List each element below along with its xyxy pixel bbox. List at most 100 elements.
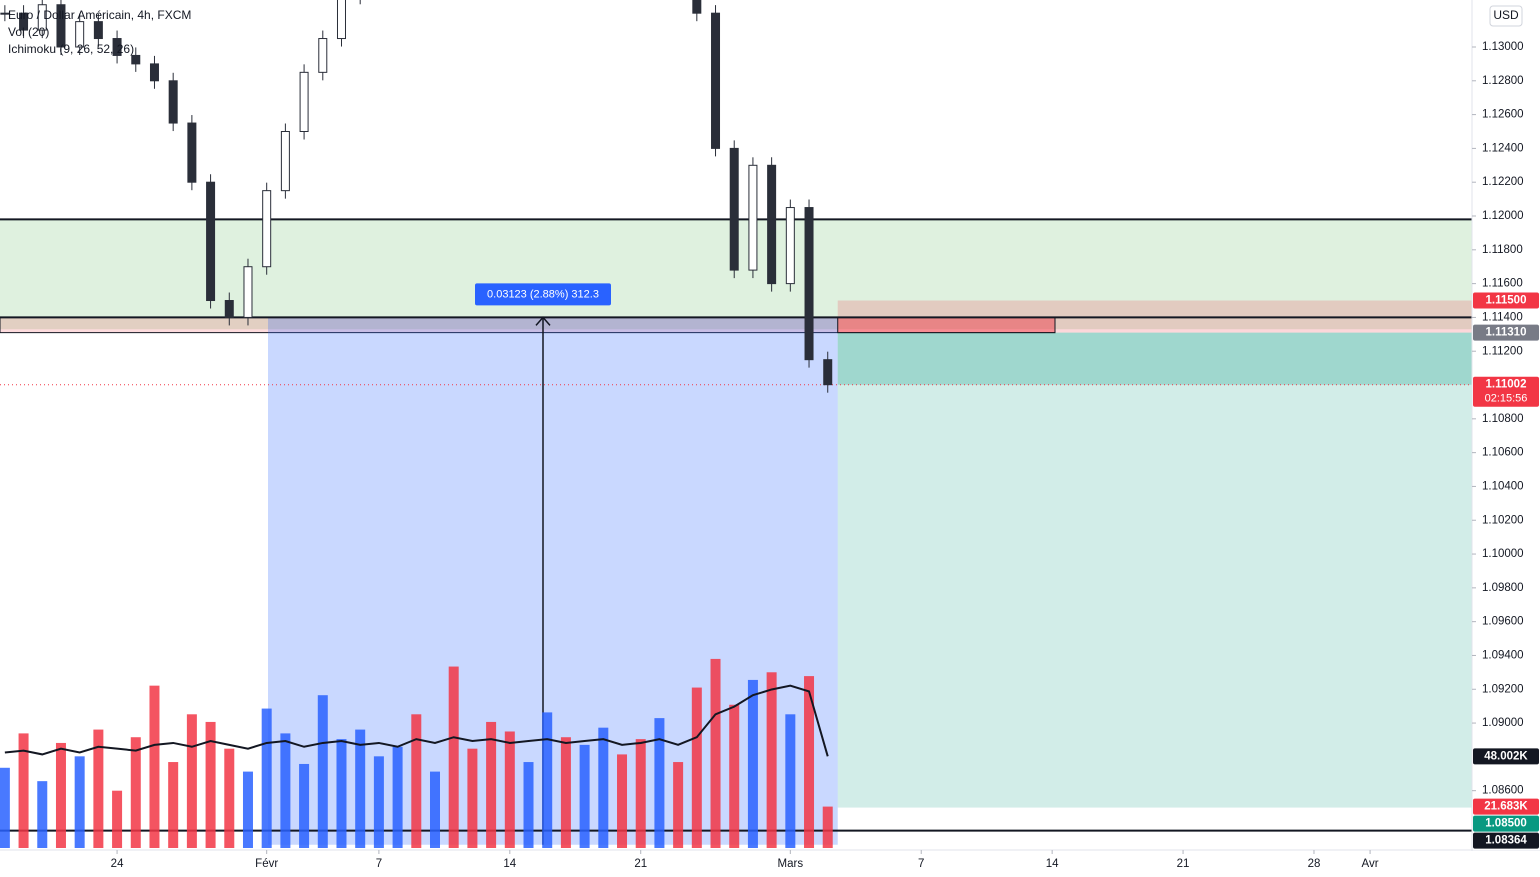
candle-body <box>748 164 758 271</box>
volume-bar <box>93 729 104 848</box>
y-tick-label: 1.09000 <box>1482 717 1524 729</box>
y-tick-label: 1.12000 <box>1482 210 1524 222</box>
candle-body <box>262 190 272 268</box>
volume-bar <box>130 737 141 848</box>
candle-body <box>767 164 777 285</box>
candle-body <box>0 12 10 15</box>
volume-bar <box>617 754 628 848</box>
volume-bar <box>149 685 160 848</box>
y-tick-label: 1.11600 <box>1482 278 1523 290</box>
candle-body <box>280 130 290 192</box>
position-target <box>837 332 1472 808</box>
volume-bar <box>691 687 702 848</box>
volume-bar <box>37 781 48 848</box>
volume-bar <box>804 676 815 848</box>
volume-bar <box>504 731 515 848</box>
candle-body <box>37 4 47 31</box>
candle-body <box>729 147 739 271</box>
volume-bar <box>373 756 384 848</box>
time-axis-bg <box>0 851 1540 877</box>
y-tick-label: 1.11200 <box>1482 345 1523 357</box>
volume-ma <box>4 684 829 757</box>
candle-body <box>149 63 159 82</box>
y-tick-label: 1.10600 <box>1482 447 1524 459</box>
position-open-pl <box>837 332 1472 385</box>
price-tag <box>1473 798 1539 815</box>
candle-body <box>692 0 702 14</box>
volume-bar <box>299 763 310 848</box>
y-tick-label: 1.10000 <box>1482 548 1524 560</box>
volume-bar <box>766 672 777 848</box>
measure-label: 0.03123 (2.88%) 312.3 <box>487 288 599 300</box>
y-tick-label: 1.09400 <box>1482 649 1524 661</box>
y-tick-label: 1.09200 <box>1482 683 1524 695</box>
volume-bar <box>205 721 216 848</box>
price-tag-label: 1.11500 <box>1486 295 1527 307</box>
legend-title: Euro / Dollar Américain, 4h, FXCM <box>8 8 191 22</box>
volume-bar <box>317 695 328 848</box>
volume-bar <box>74 756 85 848</box>
x-tick-label: 24 <box>111 858 124 870</box>
volume-bar <box>523 762 534 848</box>
volume-bar <box>635 739 646 848</box>
volume-bar <box>598 727 609 848</box>
countdown: 02:15:56 <box>1485 393 1528 405</box>
volume-bar <box>542 712 553 848</box>
volume-bar <box>448 666 459 848</box>
volume-bar <box>429 771 440 848</box>
y-tick-label: 1.10400 <box>1482 480 1524 492</box>
price-tag <box>1473 815 1539 832</box>
currency-button[interactable] <box>1489 5 1523 27</box>
candle-body <box>56 4 66 48</box>
candle-body <box>318 38 328 73</box>
volume-bar <box>261 708 272 848</box>
price-tag-label: 1.08500 <box>1485 818 1527 830</box>
price-tag-label: 1.11310 <box>1486 327 1527 339</box>
volume-bar <box>747 679 758 848</box>
volume-bar <box>822 806 833 848</box>
y-tick-label: 1.12200 <box>1482 176 1524 188</box>
volume-bar <box>411 714 422 848</box>
price-axis-bg <box>1473 0 1540 850</box>
candle-body <box>711 12 721 149</box>
x-tick-label: Avr <box>1362 858 1379 870</box>
volume-bar <box>673 762 684 848</box>
candle-body <box>823 359 833 386</box>
candle-body <box>75 21 85 48</box>
volume-bar <box>18 733 29 848</box>
x-tick-label: 7 <box>376 858 382 870</box>
price-tag-label: 1.11002 <box>1486 379 1527 391</box>
x-tick-label: Févr <box>255 858 278 870</box>
volume-bar <box>560 737 571 848</box>
price-tag-label: 48.002K <box>1484 750 1528 762</box>
candle-body <box>93 21 103 40</box>
price-tag <box>1473 748 1539 765</box>
candle-body <box>336 0 346 40</box>
candle-body <box>112 38 122 56</box>
volume-bar <box>112 790 123 848</box>
currency-label[interactable]: USD <box>1493 8 1519 22</box>
y-tick-label: 1.10800 <box>1482 413 1524 425</box>
x-tick-label: Mars <box>778 858 804 870</box>
y-tick-label: 1.10200 <box>1482 514 1524 526</box>
x-tick-label: 21 <box>634 858 647 870</box>
volume-bar <box>467 748 478 848</box>
volume-bar <box>0 767 10 848</box>
price-tag <box>1473 324 1539 341</box>
candle-body <box>168 80 178 124</box>
x-tick-label: 28 <box>1308 858 1321 870</box>
volume-bar <box>242 771 253 848</box>
volume-bar <box>392 746 403 848</box>
plot-area: 0.03123 (2.88%) 312.3 <box>0 0 1472 848</box>
volume-bar <box>486 721 497 848</box>
y-tick-label: 1.13000 <box>1482 41 1524 53</box>
candle-body <box>19 12 29 31</box>
volume-bar <box>168 762 179 848</box>
y-tick-label: 1.08600 <box>1482 785 1524 797</box>
y-tick-label: 1.11400 <box>1482 311 1523 323</box>
volume-bar <box>785 714 796 848</box>
volume-bar <box>579 744 590 848</box>
legend: Euro / Dollar Américain, 4h, FXCM Vol (2… <box>8 8 191 56</box>
